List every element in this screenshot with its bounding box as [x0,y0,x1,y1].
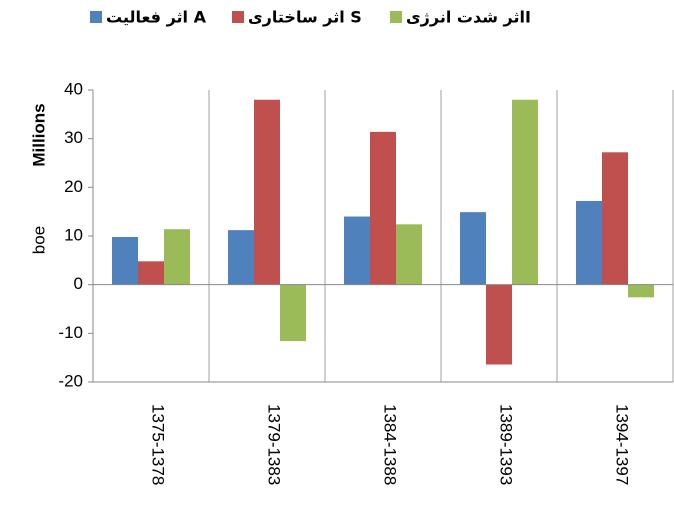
bar [370,131,396,285]
bar [228,230,254,285]
y-tick-label: 0 [74,274,83,293]
bar [486,284,512,365]
y-tick-label: -10 [58,323,83,342]
y-tick-label: 10 [64,225,83,244]
y-tick-label: 30 [64,128,83,147]
bar [576,200,602,285]
legend-swatch [390,11,402,23]
legend-label: اثر شدت انرژیI [406,8,531,27]
y-axis-label-top: Millions [29,103,48,166]
legend-label: اثر فعالیت A [106,8,207,27]
x-tick-label: 1384-1388 [381,404,400,485]
legend-swatch [232,11,244,23]
bar [512,99,538,285]
bar [396,224,422,285]
bar [460,212,486,285]
bar [112,236,138,285]
y-tick-label: 20 [64,177,83,196]
bar [280,284,306,342]
y-axis-label: boe [29,226,48,254]
y-tick-label: -20 [58,371,83,390]
bar [628,284,654,298]
y-tick-label: 40 [64,79,83,98]
x-tick-label: 1379-1383 [265,404,284,485]
bar [602,152,628,285]
bar [344,216,370,285]
bar [164,229,190,285]
legend-swatch [90,11,102,23]
legend-label: اثر ساختاری S [248,8,362,27]
x-tick-label: 1375-1378 [149,404,168,485]
x-tick-label: 1394-1397 [613,404,632,485]
x-tick-label: 1389-1393 [497,404,516,485]
bar [138,261,164,285]
bar [254,99,280,285]
